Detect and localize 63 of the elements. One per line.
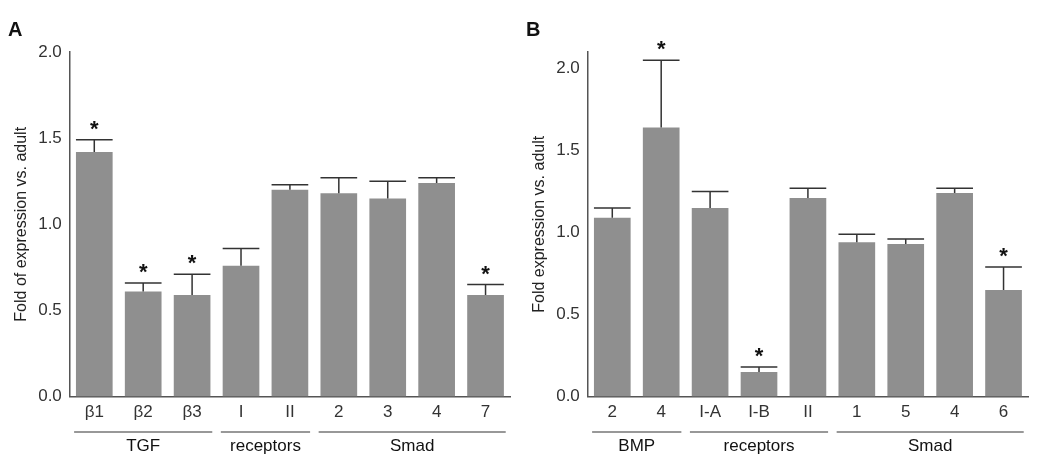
bar	[985, 289, 1022, 397]
bar	[740, 371, 778, 397]
y-tick-label: 0.0	[38, 386, 62, 406]
y-tick-label: 1.0	[556, 222, 580, 242]
y-tick-label: 2.0	[556, 58, 580, 78]
x-tick-label: 2	[334, 402, 344, 422]
annotation: *	[656, 36, 666, 62]
y-tick-label: 0.5	[556, 304, 580, 324]
chart-title: A	[8, 17, 23, 40]
x-tick-label: 3	[383, 402, 393, 422]
text: receptors	[230, 436, 301, 456]
annotation: *	[187, 250, 197, 276]
x-tick-label: II	[285, 402, 295, 422]
y-tick-label: 2.0	[38, 41, 62, 61]
y-axis-title: Fold expression vs. adult	[530, 135, 548, 313]
y-tick-label: 1.0	[38, 213, 62, 233]
x-tick-label: I	[238, 402, 244, 422]
bar	[642, 127, 680, 397]
x-tick-label: β1	[84, 402, 104, 422]
bar	[320, 193, 358, 397]
annotation: *	[754, 343, 764, 369]
x-tick-label: β3	[182, 402, 202, 422]
y-tick-label: 0.5	[38, 300, 62, 320]
text: Smad	[389, 436, 435, 456]
bar	[789, 198, 827, 397]
bar	[369, 198, 407, 397]
annotation: *	[138, 258, 148, 284]
x-tick-label: I-B	[748, 402, 770, 422]
x-tick-label: 6	[998, 402, 1009, 422]
x-tick-label: 1	[852, 402, 862, 422]
annotation: *	[999, 243, 1009, 269]
y-tick-label: 1.5	[38, 127, 62, 147]
text: BMP	[618, 436, 656, 456]
bar	[691, 207, 729, 397]
bar	[418, 182, 455, 397]
x-tick-label: β2	[133, 402, 153, 422]
bar	[887, 243, 925, 397]
bar	[222, 265, 260, 397]
x-tick-label: 4	[656, 402, 666, 422]
x-tick-label: 4	[431, 402, 442, 422]
y-tick-label: 1.5	[556, 140, 580, 160]
x-tick-label: 2	[607, 402, 618, 422]
text: TGF	[126, 436, 161, 456]
bar	[838, 242, 876, 397]
chart-title: B	[526, 17, 541, 40]
text: receptors	[723, 436, 795, 456]
x-tick-label: 4	[949, 402, 960, 422]
bar	[936, 193, 973, 397]
bar	[271, 189, 309, 397]
annotation: *	[90, 115, 99, 141]
text: Smad	[907, 436, 953, 456]
bar	[593, 217, 631, 397]
x-tick-label: 7	[480, 402, 491, 422]
x-tick-label: II	[803, 402, 813, 422]
y-tick-label: 0.0	[556, 386, 580, 406]
bar	[75, 151, 113, 397]
y-axis-title: Fold of expression vs. adult	[12, 126, 30, 322]
annotation: *	[481, 260, 491, 286]
x-tick-label: I-A	[699, 402, 722, 422]
bar	[467, 294, 504, 397]
bar	[124, 291, 162, 397]
bar	[173, 294, 211, 397]
x-tick-label: 5	[901, 402, 911, 422]
